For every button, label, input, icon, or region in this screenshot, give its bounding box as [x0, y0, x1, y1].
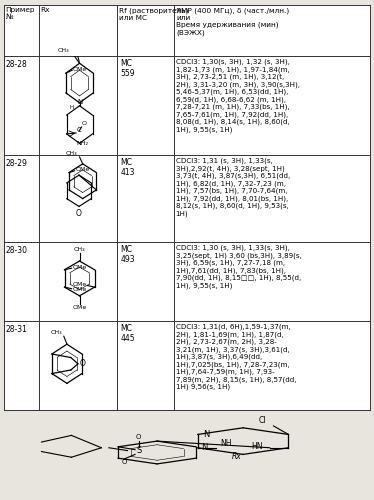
Text: N: N [202, 444, 208, 452]
Text: CH₃: CH₃ [50, 330, 62, 336]
Text: HN: HN [251, 442, 262, 452]
Text: 28-31: 28-31 [6, 325, 27, 334]
Text: OMe: OMe [73, 287, 87, 292]
Text: N: N [78, 99, 83, 105]
Text: CH₃: CH₃ [65, 151, 77, 156]
Text: Пример
№: Пример № [6, 7, 35, 20]
Text: CH₃: CH₃ [58, 48, 69, 54]
Text: MC
413: MC 413 [120, 158, 135, 177]
Text: NH₂: NH₂ [77, 141, 89, 146]
Text: O: O [80, 360, 85, 368]
Text: Rx: Rx [40, 7, 50, 13]
Text: CDCl3: 1,30 (s, 3H), 1,33(s, 3H),
3,25(sept, 1H) 3,60 (bs,3H), 3,89(s,
3H), 6,59: CDCl3: 1,30 (s, 3H), 1,33(s, 3H), 3,25(s… [176, 244, 301, 288]
Text: C: C [77, 127, 82, 133]
Text: MC
445: MC 445 [120, 324, 135, 343]
Text: OMe: OMe [73, 265, 87, 270]
Text: O: O [82, 121, 86, 126]
Text: CDCl3: 1,31 (s, 3H), 1,33(s,
3H),2,92(t, 4H), 3,28(sept, 1H)
3,73(t, 4H), 3,87(s: CDCl3: 1,31 (s, 3H), 1,33(s, 3H),2,92(t,… [176, 158, 290, 216]
Text: OMe: OMe [73, 66, 87, 71]
Text: 28-30: 28-30 [6, 246, 28, 255]
Text: Rf (растворитель)
или МС: Rf (растворитель) или МС [119, 7, 189, 20]
Text: N: N [203, 430, 210, 439]
Text: O: O [136, 434, 141, 440]
Text: S: S [136, 446, 141, 455]
Text: Cl: Cl [258, 416, 266, 425]
Text: OMe: OMe [73, 282, 87, 287]
Text: ЯМР (400 МГц), δ (част./млн.)
или
Время удерживания (мин)
(ВЭЖХ): ЯМР (400 МГц), δ (част./млн.) или Время … [176, 7, 289, 36]
Text: CDCl3: 1,30(s, 3H), 1,32 (s, 3H),
1,82-1,73 (m, 1H), 1,97-1,84(m,
3H), 2,73-2,51: CDCl3: 1,30(s, 3H), 1,32 (s, 3H), 1,82-1… [176, 59, 300, 133]
Text: MC
559: MC 559 [120, 59, 135, 78]
Text: H: H [69, 105, 73, 110]
Text: O: O [121, 459, 126, 465]
Text: OMe: OMe [73, 304, 87, 310]
Text: 28-28: 28-28 [6, 60, 27, 70]
Text: Rx: Rx [232, 452, 241, 461]
Text: CDCl3: 1,31(d, 6H),1,59-1,37(m,
2H), 1,81-1,69(m, 1H), 1,87(d,
2H), 2,73-2,67(m,: CDCl3: 1,31(d, 6H),1,59-1,37(m, 2H), 1,8… [176, 324, 296, 390]
Text: OMe: OMe [75, 168, 90, 172]
Text: CH₃: CH₃ [74, 248, 85, 252]
Text: NH: NH [220, 440, 232, 448]
Text: MC
493: MC 493 [120, 244, 135, 264]
Text: 28-29: 28-29 [6, 159, 27, 168]
Text: O: O [76, 209, 82, 218]
